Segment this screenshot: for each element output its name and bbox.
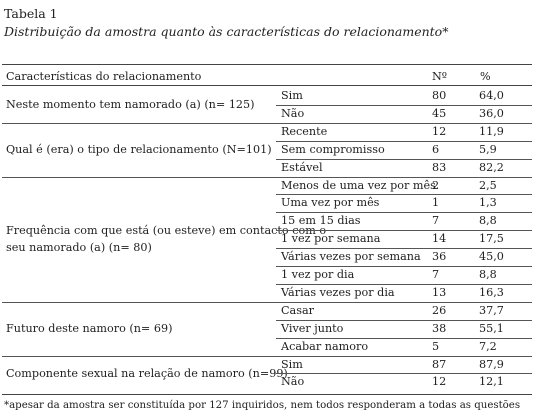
row-percent: 5,9 [479,142,497,156]
row-separator [276,337,532,339]
row-count: 12 [432,375,447,389]
table-caption-label: Tabela 1 [4,6,58,21]
row-count: 6 [432,142,440,156]
row-percent: 8,8 [479,268,497,281]
row-category: Casar [281,303,314,317]
row-percent: 82,2 [479,160,504,174]
table-bottom-rule [2,394,532,395]
header-count: Nº [432,70,448,83]
row-percent: 12,1 [479,375,504,389]
row-category: Sem compromisso [281,142,385,156]
row-percent: 37,7 [479,303,504,317]
row-category: Viver junto [281,321,344,335]
table-caption-title: Distribuição da amostra quanto às caract… [4,24,449,39]
row-count: 5 [432,339,440,353]
row-count: 2 [432,178,440,192]
group-separator [2,355,532,357]
row-percent: 45,0 [479,250,504,264]
row-count: 7 [432,214,440,228]
row-percent: 2,5 [479,178,497,192]
table-footnote: *apesar da amostra ser constituída por 1… [4,400,521,411]
group-separator [2,122,532,124]
row-category: Acabar namoro [281,339,369,353]
row-percent: 36,0 [479,106,504,120]
row-count: 13 [432,285,447,299]
row-count: 38 [432,321,447,335]
row-category: Sim [281,89,303,102]
row-category: Várias vezes por dia [281,285,395,299]
row-category: Menos de uma vez por mês [281,178,436,192]
group-label: Frequência com que está (ou esteve) em c… [6,224,327,238]
row-separator [276,158,532,160]
row-percent: 87,9 [479,357,504,371]
row-count: 36 [432,250,447,264]
row-separator [276,248,532,250]
header-characteristics: Características do relacionamento [6,70,202,83]
row-percent: 17,5 [479,232,504,246]
table-top-rule [2,64,532,65]
row-separator [276,140,532,142]
row-count: 80 [432,89,447,102]
row-count: 26 [432,303,447,317]
row-category: Uma vez por mês [281,196,380,210]
group-separator [2,176,532,178]
row-count: 12 [432,124,447,138]
row-percent: 8,8 [479,214,497,228]
row-category: Várias vezes por semana [281,250,421,264]
row-count: 83 [432,160,447,174]
row-percent: 7,2 [479,339,497,353]
row-category: Não [281,375,305,389]
row-separator [276,212,532,214]
header-percent: % [480,70,491,83]
row-separator [276,104,532,106]
row-count: 1 [432,196,440,210]
row-category: Recente [281,124,328,138]
row-separator [276,283,532,285]
row-percent: 1,3 [479,196,497,210]
row-category: 1 vez por semana [281,232,381,246]
row-category: Estável [281,160,323,174]
table-header-rule [2,85,532,86]
row-percent: 64,0 [479,89,504,102]
row-separator [276,373,532,375]
group-label: Futuro deste namoro (n= 69) [6,322,173,336]
row-category: 15 em 15 dias [281,214,361,228]
row-category: Sim [281,357,303,371]
group-label: Qual é (era) o tipo de relacionamento (N… [6,143,272,157]
row-count: 14 [432,232,447,246]
row-percent: 16,3 [479,285,504,299]
row-count: 87 [432,357,447,371]
group-label: Componente sexual na relação de namoro (… [6,366,288,380]
row-separator [276,194,532,196]
row-category: 1 vez por dia [281,268,355,281]
row-percent: 11,9 [479,124,504,138]
group-label: seu namorado (a) (n= 80) [6,241,152,255]
row-separator [276,266,532,267]
group-label: Neste momento tem namorado (a) (n= 125) [6,98,255,112]
row-separator [276,319,532,321]
row-category: Não [281,106,305,120]
group-separator [2,301,532,303]
row-count: 7 [432,268,440,281]
row-separator [276,230,532,232]
row-percent: 55,1 [479,321,504,335]
row-count: 45 [432,106,447,120]
